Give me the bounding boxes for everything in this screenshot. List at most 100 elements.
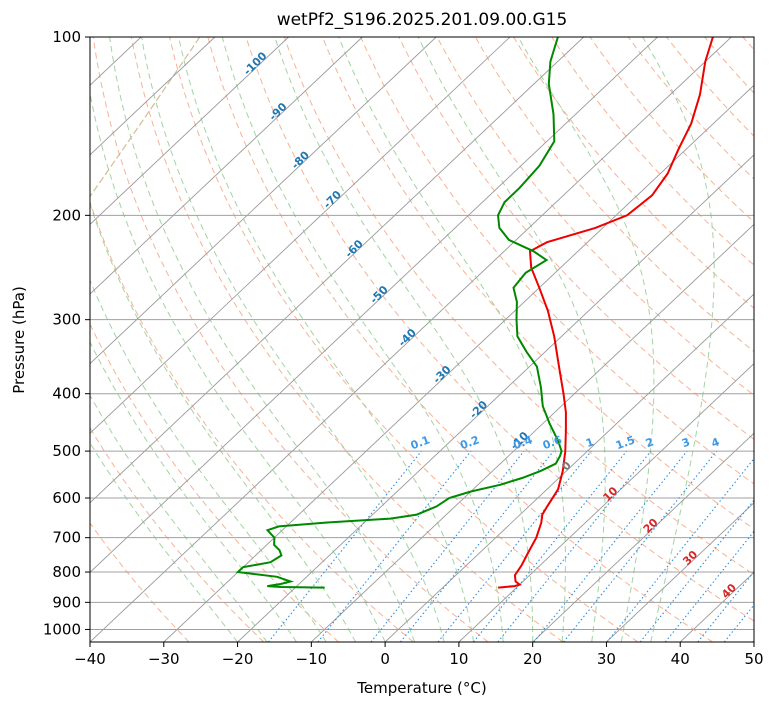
plot-frame bbox=[89, 36, 755, 643]
y-tick-label: 400 bbox=[52, 385, 81, 403]
isotherm-line bbox=[90, 37, 585, 504]
moist-adiabat-line bbox=[274, 37, 534, 642]
mixing-ratio-label: 6 bbox=[753, 435, 765, 450]
isotherm-line bbox=[163, 84, 754, 642]
mixing-ratio-label: 0.6 bbox=[541, 433, 564, 452]
mixing-ratio-line bbox=[752, 639, 754, 642]
isotherm-label: 30 bbox=[680, 548, 700, 568]
mixing-ratio-label: 3 bbox=[680, 435, 692, 450]
x-tick-label: 10 bbox=[449, 650, 468, 668]
dry-adiabat-line bbox=[757, 10, 775, 642]
y-tick-label: 600 bbox=[52, 489, 81, 507]
moist-adiabat-line bbox=[90, 279, 327, 642]
y-tick-label: 500 bbox=[52, 442, 81, 460]
mixing-ratio-label: 0.4 bbox=[511, 433, 534, 452]
x-tick-label: 40 bbox=[671, 650, 690, 668]
moist-adiabat-line bbox=[109, 37, 416, 642]
mixing-ratio-label: 2 bbox=[644, 435, 656, 450]
x-tick-label: 20 bbox=[523, 650, 542, 668]
isotherm-line bbox=[90, 37, 216, 156]
isotherm-line bbox=[90, 37, 363, 295]
isotherm-label: -60 bbox=[342, 237, 365, 260]
isotherm-label: -90 bbox=[266, 100, 289, 123]
y-tick-label: 800 bbox=[52, 563, 81, 581]
isotherm-label: -70 bbox=[321, 188, 344, 211]
x-tick-label: −40 bbox=[74, 650, 106, 668]
sounding-profiles bbox=[235, 37, 714, 589]
isotherm-label: 20 bbox=[641, 516, 661, 536]
isotherm-line bbox=[679, 571, 754, 642]
dry-adiabat-line bbox=[90, 200, 414, 642]
isotherm-line bbox=[90, 37, 732, 642]
dry-adiabat-line bbox=[321, 37, 754, 530]
dry-adiabat-line bbox=[742, 37, 754, 51]
y-tick-label: 300 bbox=[52, 311, 81, 329]
dry-adiabat-line bbox=[207, 37, 713, 642]
isotherm-line bbox=[237, 154, 754, 642]
mixing-ratio-line bbox=[317, 450, 472, 642]
isotherm-line bbox=[532, 432, 754, 642]
dry-adiabat-line bbox=[245, 37, 754, 622]
dry-adiabat-line bbox=[436, 37, 754, 396]
dry-adiabat-line bbox=[169, 37, 639, 642]
temperature-profile-line bbox=[498, 37, 714, 589]
y-tick-label: 1000 bbox=[43, 620, 81, 638]
moist-adiabat-line bbox=[90, 90, 386, 642]
axes: −40 −30 −20 −10 0 10 20 30 40 5010020030040050060… bbox=[43, 28, 764, 668]
x-axis-title: Temperature (°C) bbox=[356, 679, 486, 697]
dry-adiabat-line bbox=[360, 37, 754, 485]
mixing-ratio-label: 1 bbox=[584, 435, 596, 450]
mixing-ratio-line bbox=[639, 499, 754, 642]
x-tick-label: −30 bbox=[148, 650, 180, 668]
dry-adiabat-line bbox=[90, 522, 190, 642]
y-axis-title: Pressure (hPa) bbox=[10, 286, 28, 394]
moist-adiabat-line bbox=[338, 37, 566, 642]
mixing-ratio-label: 4 bbox=[710, 435, 722, 450]
x-tick-label: −20 bbox=[222, 650, 254, 668]
moist-adiabat-line bbox=[417, 37, 606, 642]
isotherm-label: -20 bbox=[467, 398, 490, 421]
dry-adiabat-line bbox=[665, 37, 754, 137]
reference-labels: -100-90-80-70-60-50-40-30-20-10010203040… bbox=[241, 49, 765, 601]
mixing-ratio-line bbox=[606, 457, 754, 642]
x-tick-label: 30 bbox=[597, 650, 616, 668]
mixing-ratio-line bbox=[533, 450, 688, 642]
mixing-ratio-line bbox=[370, 450, 525, 642]
mixing-ratio-label: 0.1 bbox=[409, 433, 432, 452]
moist-adiabat-line bbox=[141, 37, 445, 642]
isotherm-line bbox=[753, 641, 754, 642]
mixing-ratio-label: 0.2 bbox=[458, 433, 481, 452]
isotherm-label: -30 bbox=[430, 363, 453, 386]
isotherm-line bbox=[384, 293, 754, 642]
isotherm-label: 10 bbox=[600, 484, 620, 504]
mixing-ratio-line bbox=[563, 450, 718, 642]
x-tick-label: 50 bbox=[744, 650, 763, 668]
isotherm-label: -40 bbox=[396, 326, 419, 349]
mixing-ratio-line bbox=[437, 450, 592, 642]
isotherm-line bbox=[310, 223, 754, 642]
moist-adiabat-line bbox=[90, 202, 357, 642]
dry-adiabat-line bbox=[92, 37, 489, 642]
dry-adiabat-line bbox=[627, 37, 754, 180]
isotherm-label: 40 bbox=[719, 581, 739, 601]
y-tick-label: 900 bbox=[52, 593, 81, 611]
mixing-ratio-line bbox=[723, 604, 754, 642]
isotherm-line bbox=[458, 362, 754, 642]
mixing-ratio-line bbox=[497, 450, 652, 642]
isotherm-line bbox=[606, 502, 754, 642]
mixing-ratio-line bbox=[267, 450, 422, 642]
isotherm-line bbox=[90, 37, 658, 573]
moist-adiabat-line bbox=[642, 37, 715, 642]
x-tick-label: 0 bbox=[380, 650, 390, 668]
moist-adiabat-line bbox=[178, 37, 475, 642]
dry-adiabat-line bbox=[90, 322, 339, 642]
dry-adiabat-line bbox=[398, 37, 754, 440]
isotherm-label: -50 bbox=[368, 283, 391, 306]
tan-reference-curve bbox=[90, 37, 201, 198]
reference-lines bbox=[90, 10, 775, 642]
mixing-ratio-line bbox=[697, 571, 754, 642]
dewpoint-profile-line bbox=[235, 37, 563, 589]
mixing-ratio-line bbox=[473, 450, 628, 642]
x-tick-label: −10 bbox=[296, 650, 328, 668]
